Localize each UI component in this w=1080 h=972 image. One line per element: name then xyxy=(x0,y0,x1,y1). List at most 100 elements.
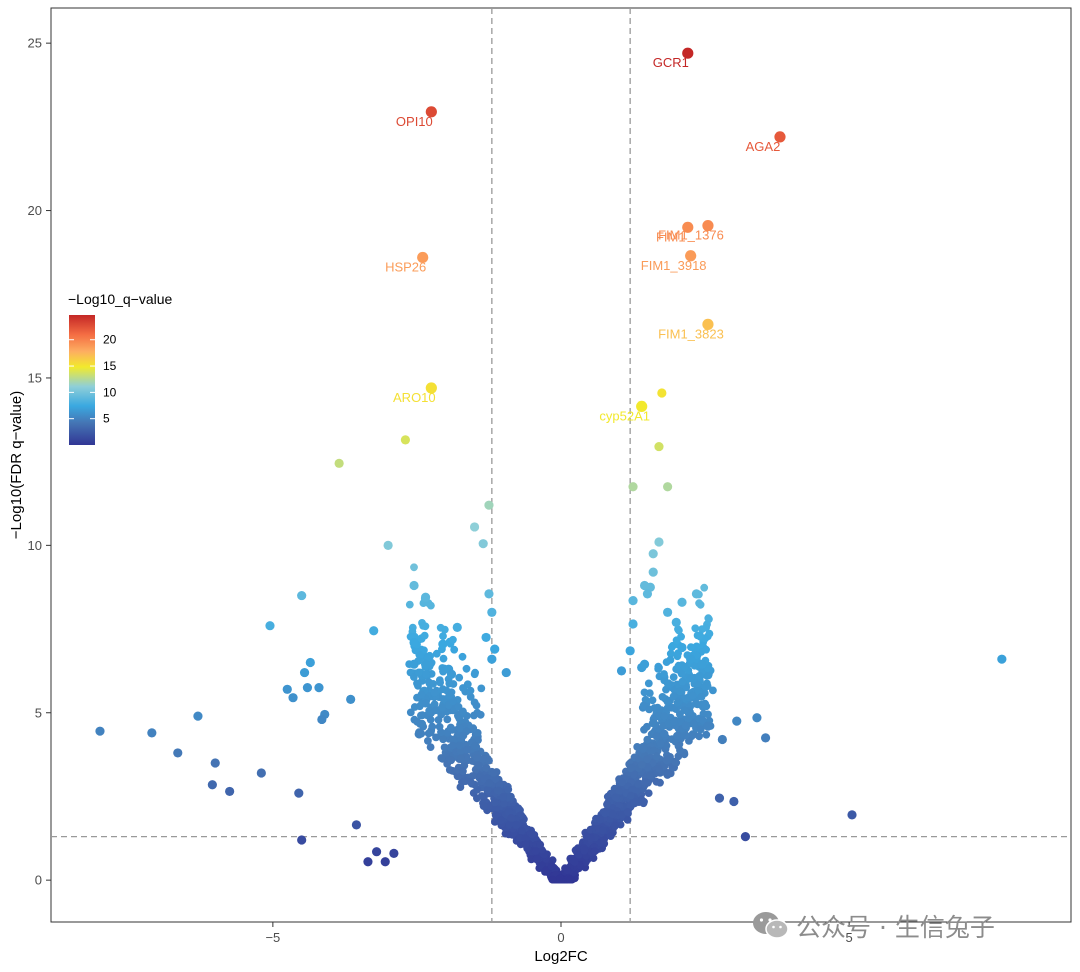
x-tick-label: 0 xyxy=(557,930,564,945)
data-point xyxy=(256,768,266,778)
background-point xyxy=(618,778,626,787)
background-point xyxy=(652,777,661,786)
data-point xyxy=(703,721,713,731)
y-tick-label: 0 xyxy=(35,873,42,888)
background-point xyxy=(606,832,615,840)
background-point xyxy=(548,875,557,884)
background-point xyxy=(426,715,435,724)
background-point xyxy=(684,714,693,723)
background-point xyxy=(575,850,583,859)
data-point xyxy=(297,835,307,845)
background-point xyxy=(420,631,429,640)
background-point xyxy=(425,706,434,715)
background-point xyxy=(703,682,712,690)
background-point xyxy=(499,793,507,801)
data-point xyxy=(317,714,327,725)
data-point xyxy=(400,435,411,445)
background-point xyxy=(405,600,414,609)
background-point xyxy=(521,840,530,849)
background-point xyxy=(512,820,521,829)
labeled-point xyxy=(685,250,697,262)
background-point xyxy=(521,834,530,843)
background-point xyxy=(696,631,704,640)
labeled-point xyxy=(417,251,429,264)
background-point xyxy=(682,683,691,692)
data-point xyxy=(314,683,324,693)
background-point xyxy=(697,693,706,701)
background-point xyxy=(476,710,485,719)
background-point xyxy=(674,752,683,761)
data-point xyxy=(501,667,511,678)
background-point xyxy=(505,820,514,829)
background-point xyxy=(449,697,457,706)
background-point xyxy=(611,793,620,802)
point-label: HSP26 xyxy=(385,259,426,274)
data-point xyxy=(305,657,315,668)
data-point xyxy=(369,626,379,636)
background-point xyxy=(666,656,675,664)
point-cloud xyxy=(405,563,717,884)
background-point xyxy=(626,764,635,773)
background-point xyxy=(439,632,447,640)
background-point xyxy=(459,707,467,716)
point-label: FIM1 xyxy=(656,229,686,244)
data-point xyxy=(147,728,157,738)
x-tick-label: −5 xyxy=(265,930,280,945)
background-point xyxy=(470,711,478,720)
background-point xyxy=(702,730,711,739)
background-point xyxy=(676,746,684,755)
background-point xyxy=(709,686,717,695)
background-point xyxy=(485,756,493,765)
data-point xyxy=(380,857,390,867)
background-point xyxy=(458,652,467,661)
data-point xyxy=(677,597,687,607)
background-point xyxy=(466,778,475,787)
data-point xyxy=(686,654,696,664)
background-point xyxy=(603,800,611,809)
data-point xyxy=(490,644,500,654)
background-point xyxy=(439,654,448,663)
background-point xyxy=(639,701,648,710)
background-point xyxy=(449,680,458,688)
background-point xyxy=(695,599,703,608)
background-point xyxy=(547,862,556,871)
legend-title: −Log10_q−value xyxy=(68,291,173,307)
background-point xyxy=(429,680,437,688)
x-axis: −5 0 5 xyxy=(265,922,853,945)
background-point xyxy=(426,743,435,751)
background-point xyxy=(566,875,574,884)
background-point xyxy=(656,739,665,748)
background-point xyxy=(655,764,663,773)
background-point xyxy=(677,669,686,678)
background-point xyxy=(448,735,457,744)
background-point xyxy=(570,858,579,866)
background-point xyxy=(663,697,672,706)
background-point xyxy=(691,624,700,633)
background-point xyxy=(422,670,430,679)
background-point xyxy=(414,668,423,677)
data-point xyxy=(760,733,771,743)
background-point xyxy=(662,685,670,694)
data-point xyxy=(173,748,183,758)
data-point xyxy=(299,667,310,678)
data-point xyxy=(409,637,419,648)
background-point xyxy=(630,798,639,806)
background-point xyxy=(676,687,684,696)
background-point xyxy=(695,672,704,680)
background-point xyxy=(410,563,418,572)
background-point xyxy=(471,741,479,750)
y-tick-label: 20 xyxy=(28,203,42,218)
background-point xyxy=(406,708,415,717)
background-point xyxy=(702,645,710,654)
background-point xyxy=(680,706,689,714)
background-point xyxy=(497,816,505,825)
data-point xyxy=(334,458,344,468)
background-point xyxy=(637,760,646,769)
scatter-points xyxy=(95,47,1007,867)
data-point xyxy=(847,810,857,820)
background-point xyxy=(457,754,465,762)
background-point xyxy=(654,665,663,673)
background-point xyxy=(528,830,537,839)
background-point xyxy=(673,698,682,707)
